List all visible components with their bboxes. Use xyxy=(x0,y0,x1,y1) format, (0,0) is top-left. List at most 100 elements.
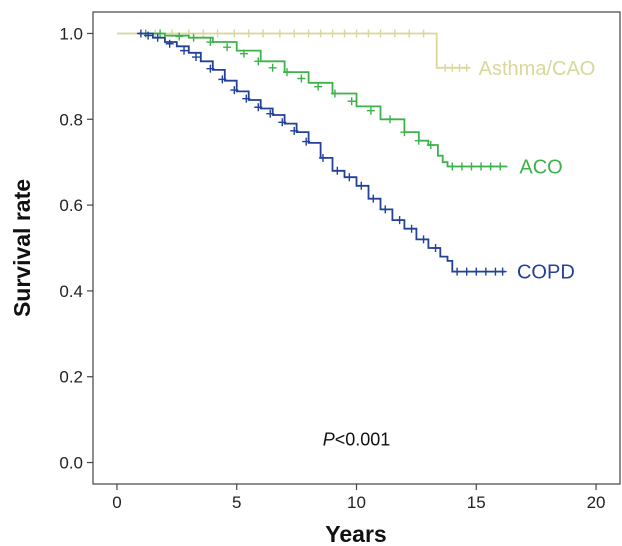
y-tick-label: 0.6 xyxy=(59,196,83,215)
censor-mark xyxy=(330,89,339,98)
censor-mark xyxy=(278,118,287,127)
censor-mark xyxy=(405,29,414,38)
censor-mark xyxy=(156,29,165,38)
series-labels: Asthma/CAO ACO COPD xyxy=(479,58,596,284)
censor-mark xyxy=(376,29,385,38)
censor-mark xyxy=(153,33,162,42)
censor-mark xyxy=(206,38,215,47)
censor-mark xyxy=(340,29,349,38)
censor-mark xyxy=(318,153,327,162)
censor-mark xyxy=(477,162,486,171)
censor-mark xyxy=(213,29,222,38)
censor-mark xyxy=(223,43,232,52)
censor-mark xyxy=(230,86,239,95)
censor-mark xyxy=(180,46,189,55)
censor-mark xyxy=(316,29,325,38)
censor-mark xyxy=(453,267,462,276)
censor-mark xyxy=(357,181,366,190)
series-label-aco: ACO xyxy=(519,156,562,178)
series-copd xyxy=(136,29,507,276)
censor-mark xyxy=(496,162,505,171)
censor-mark xyxy=(192,53,201,62)
x-tick-label: 10 xyxy=(347,493,366,512)
censor-mark xyxy=(254,57,263,66)
censor-mark xyxy=(136,29,145,38)
censor-mark xyxy=(199,29,208,38)
censor-mark xyxy=(419,235,428,244)
censor-mark xyxy=(283,68,292,77)
censor-mark xyxy=(381,205,390,214)
censor-mark xyxy=(386,115,395,124)
censor-mark xyxy=(431,244,440,252)
series-aco xyxy=(138,29,508,171)
censor-mark xyxy=(486,162,495,171)
censor-mark xyxy=(266,109,275,118)
censor-mark xyxy=(165,39,174,48)
p-value-rest: <0.001 xyxy=(335,429,391,449)
censor-mark xyxy=(244,29,253,38)
censor-mark xyxy=(239,49,248,58)
y-tick-label: 0.4 xyxy=(59,282,83,301)
censor-mark xyxy=(462,63,471,72)
x-tick-label: 5 xyxy=(232,493,241,512)
censor-mark xyxy=(302,137,311,146)
censor-mark xyxy=(352,29,361,38)
censor-mark xyxy=(369,194,378,203)
x-tick-label: 15 xyxy=(467,493,486,512)
censor-mark xyxy=(218,75,227,84)
censor-mark xyxy=(491,267,500,276)
y-tick-label: 0.0 xyxy=(59,454,83,473)
censor-mark xyxy=(467,162,476,171)
y-axis-ticks: 0.0 0.2 0.4 0.6 0.8 1.0 xyxy=(59,24,93,473)
censor-mark xyxy=(259,29,268,38)
censor-mark xyxy=(347,97,356,106)
censor-mark xyxy=(364,29,373,38)
censor-mark xyxy=(230,29,239,38)
censor-mark xyxy=(314,82,323,91)
censor-mark xyxy=(366,106,375,115)
series-line-copd xyxy=(138,32,505,273)
censor-mark xyxy=(304,29,313,38)
censor-mark xyxy=(333,166,342,175)
x-axis-title: Years xyxy=(325,521,386,546)
censor-mark xyxy=(268,63,277,72)
censor-mark xyxy=(290,126,299,135)
censor-mark xyxy=(189,33,198,42)
censor-mark xyxy=(407,224,416,233)
censor-mark xyxy=(472,267,481,276)
censor-mark xyxy=(441,63,450,72)
censor-mark xyxy=(175,32,184,41)
censor-mark xyxy=(448,63,457,72)
censor-mark xyxy=(419,29,428,38)
censor-mark xyxy=(395,216,404,225)
censor-mark xyxy=(328,29,337,38)
censor-mark xyxy=(426,141,435,150)
y-tick-label: 0.2 xyxy=(59,368,83,387)
censor-mark xyxy=(345,173,354,182)
p-value-prefix: P xyxy=(323,429,335,449)
series-label-asthma-cao: Asthma/CAO xyxy=(479,58,596,80)
censor-mark xyxy=(297,74,306,83)
censor-mark xyxy=(457,162,466,171)
censor-mark xyxy=(462,267,471,276)
y-tick-label: 0.8 xyxy=(59,110,83,129)
censor-mark xyxy=(254,103,263,112)
censor-mark xyxy=(498,267,507,276)
censor-mark xyxy=(242,94,251,103)
censor-mark xyxy=(275,29,284,38)
p-value-annotation: P<0.001 xyxy=(323,429,391,449)
x-tick-label: 0 xyxy=(112,493,121,512)
y-axis-title: Survival rate xyxy=(9,179,35,317)
censor-mark xyxy=(400,128,409,137)
censor-mark xyxy=(206,64,215,73)
censor-mark xyxy=(390,29,399,38)
plot-area xyxy=(92,11,621,485)
censor-mark xyxy=(448,162,457,171)
series-label-copd: COPD xyxy=(517,262,575,284)
censor-mark xyxy=(455,63,464,72)
censor-mark xyxy=(290,29,299,38)
censor-mark xyxy=(144,31,153,40)
y-tick-label: 1.0 xyxy=(59,24,83,43)
censor-mark xyxy=(481,267,490,276)
